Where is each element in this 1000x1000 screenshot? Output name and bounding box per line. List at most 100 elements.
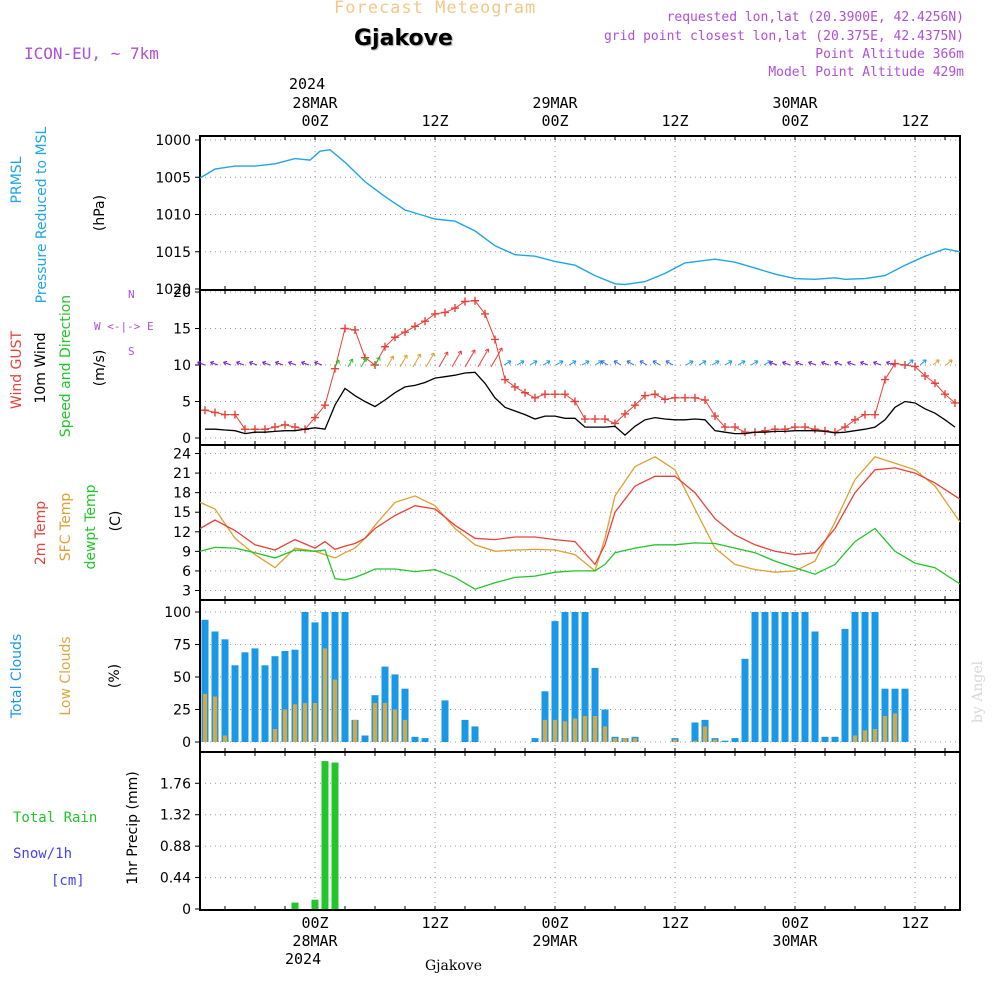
wind-gust-point [591, 415, 599, 424]
total-clouds-bar [851, 612, 859, 742]
wind-gust-point [441, 308, 449, 317]
bottom-date-label: 29MAR [532, 932, 578, 950]
wind-gust-point [951, 398, 959, 407]
ytick-label: 5 [182, 395, 191, 411]
location-title: Gjakove [354, 26, 453, 51]
ytick-label: 1010 [155, 208, 191, 224]
low-clouds-bar [583, 716, 587, 742]
wind-gust-point [311, 413, 319, 422]
wind-direction-arrowhead [223, 360, 228, 366]
low-clouds-bar [853, 735, 857, 742]
low-clouds-bar [593, 716, 597, 742]
total-clouds-bar [691, 722, 699, 742]
wind-gust-point [321, 401, 329, 410]
bottom-date-label: 28MAR [292, 932, 338, 950]
wind-direction-arrowhead [430, 352, 435, 357]
wind-direction-arrow [249, 361, 258, 366]
wind-direction-arrowhead [484, 348, 490, 353]
low-clouds-bar [673, 739, 677, 742]
top-hour-label: 12Z [661, 112, 689, 130]
wind-direction-arrowhead [821, 360, 826, 366]
low-clouds-bar [633, 738, 637, 742]
wind-direction-arrowhead [769, 360, 774, 366]
wind-gust-point [421, 317, 429, 326]
wind-direction-arrow [594, 360, 603, 366]
footer-location: Gjakove [425, 958, 482, 974]
total-clouds-bar [541, 691, 549, 742]
wind-direction-arrow [236, 361, 245, 366]
wind-direction-arrowhead [559, 360, 564, 365]
wind-direction-arrow [873, 361, 882, 366]
ytick-label: 0 [182, 431, 191, 447]
wind-direction-arrow [288, 361, 297, 366]
wind-gust-point [761, 426, 769, 435]
grid-point-coords: grid point closest lon,lat (20.375E, 42.… [603, 29, 964, 44]
total-clouds-bar [281, 651, 289, 742]
wind-gust-point [391, 333, 399, 342]
wind-direction-arrowhead [665, 360, 670, 365]
total-clouds-bar [271, 656, 279, 742]
wind-direction-arrow [542, 360, 551, 366]
wind-direction-arrowhead [471, 349, 476, 354]
ytick-label: 75 [173, 638, 191, 654]
wind-direction-arrow [698, 360, 707, 366]
top-hour-label: 00Z [541, 112, 569, 130]
wind-direction-arrow [600, 360, 609, 366]
total-clouds-bar [441, 700, 449, 742]
top-hour-label: 12Z [901, 112, 929, 130]
low-clouds-bar [703, 726, 707, 742]
wind-direction-arrowhead [715, 360, 720, 365]
wind-direction-arrowhead [935, 359, 940, 364]
wind-gust-point [531, 393, 539, 402]
wind-gust-point [691, 393, 699, 402]
low-clouds-bar [203, 693, 207, 742]
ytick-label: 1.76 [160, 776, 191, 792]
2m-temp-line [199, 467, 961, 566]
wind-direction-arrow [860, 361, 869, 366]
wind-gust-point [681, 393, 689, 402]
bottom-hour-label: 00Z [781, 914, 809, 932]
ytick-label: 21 [173, 466, 191, 482]
low-clouds-bar [383, 703, 387, 742]
wind-direction-arrowhead [873, 360, 878, 366]
wind-direction-arrow [438, 351, 449, 368]
wind-direction-arrowhead [349, 358, 354, 363]
total-clouds-bar [551, 621, 559, 742]
bottom-hour-label: 12Z [661, 914, 689, 932]
wind-direction-arrowhead [417, 353, 422, 358]
wind-gust-point [271, 423, 279, 432]
ytick-label: 24 [173, 447, 191, 463]
total-clouds-bar [731, 738, 739, 742]
wind-gust-point [501, 375, 509, 384]
wind-gust-point [211, 408, 219, 417]
wind-direction-arrowhead [520, 360, 525, 365]
low-clouds-bar [303, 703, 307, 742]
low-clouds-bar [333, 679, 337, 742]
model-point-altitude: Model Point Altitude 429m [768, 65, 964, 80]
low-clouds-bar [613, 738, 617, 742]
wind-direction-arrowhead [886, 360, 891, 366]
ytick-label: 100 [164, 605, 191, 621]
ytick-label: 3 [182, 583, 191, 599]
wind-gust-point [291, 423, 299, 432]
wind-direction-arrowhead [572, 360, 577, 365]
top-hour-label: 00Z [301, 112, 329, 130]
wind-direction-arrowhead [376, 356, 381, 361]
wind-gust-point [941, 390, 949, 399]
wind-gust-point [331, 364, 339, 373]
wind-direction-arrow [210, 361, 219, 366]
total-clouds-bar [761, 612, 769, 742]
wind-gust-point [561, 390, 569, 399]
wind-direction-arrowhead [444, 351, 449, 356]
top-hour-label: 12Z [421, 112, 449, 130]
total-rain-label: Total Rain [13, 810, 98, 826]
wind-direction-arrowhead [275, 360, 280, 366]
wind-gust-point [491, 335, 499, 344]
wind-direction-arrowhead [533, 360, 538, 365]
wind-direction-arrow [685, 360, 694, 366]
total-clouds-bar [901, 688, 909, 742]
wind-gust-point [471, 296, 479, 305]
low-clouds-bar [543, 719, 547, 742]
wind-direction-arrow [334, 359, 340, 368]
